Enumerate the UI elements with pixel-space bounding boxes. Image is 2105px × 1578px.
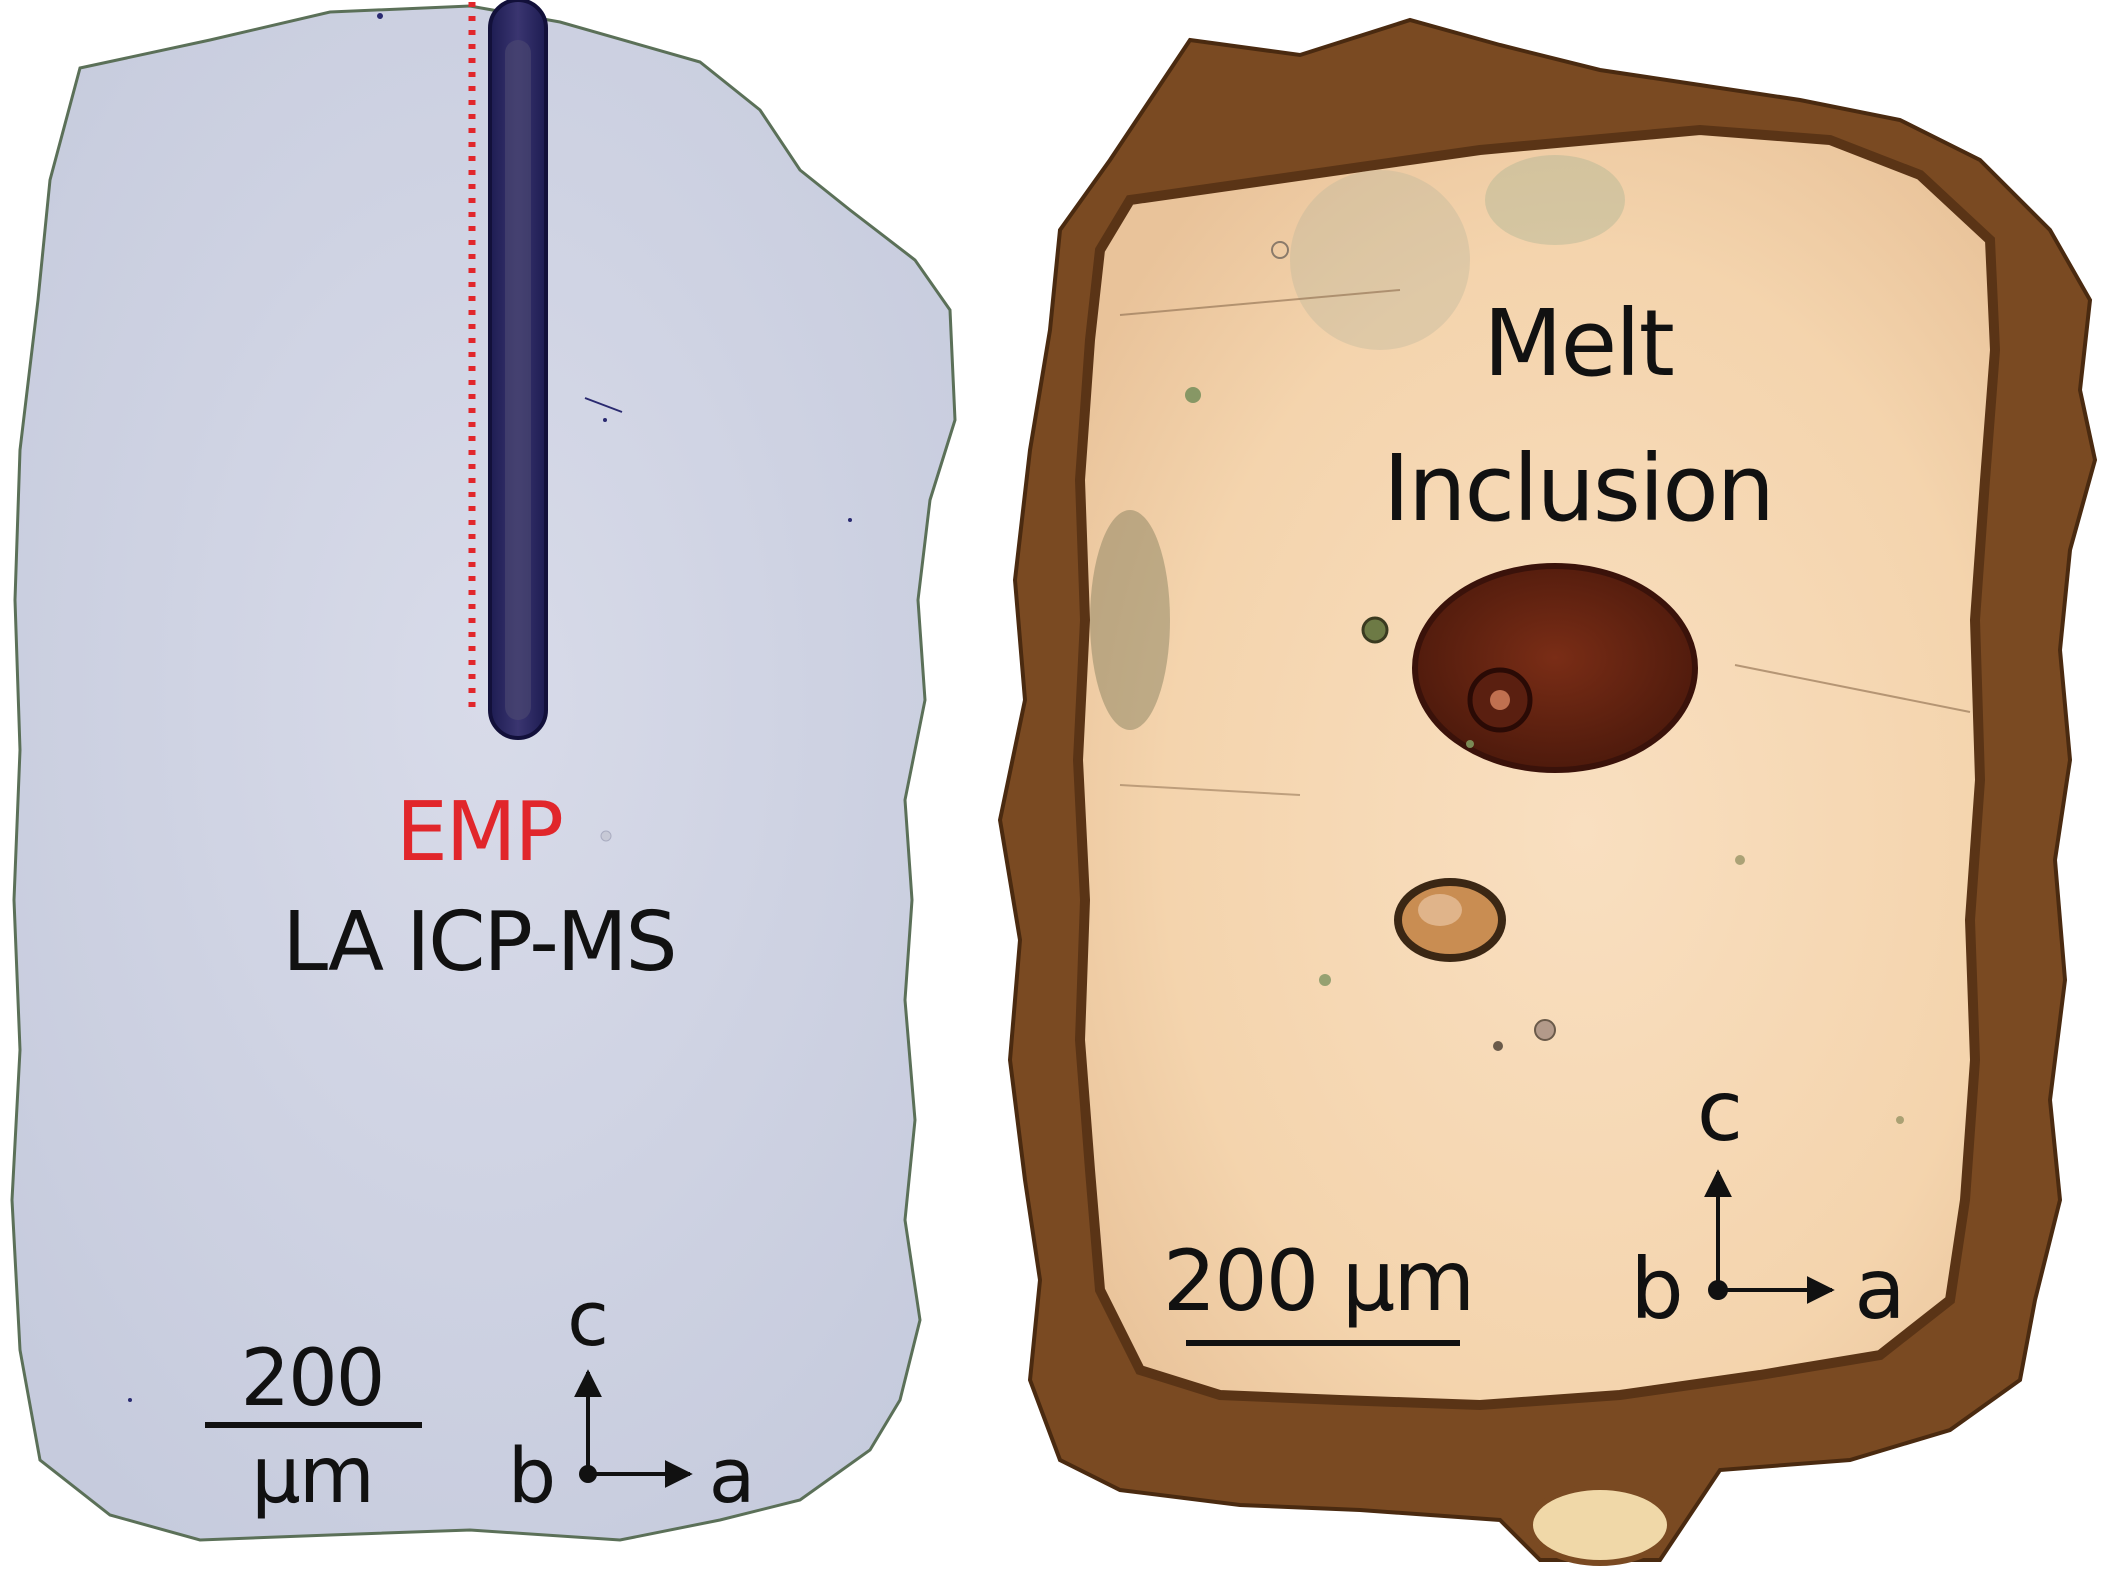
melt-inclusion — [1412, 563, 1698, 773]
melt-title-line1: Melt — [1483, 290, 1673, 397]
right-axis-origin — [1708, 1280, 1728, 1300]
right-orientation-axes: c b a — [1630, 1062, 1905, 1338]
la-icp-ms-label: LA ICP-MS — [282, 895, 675, 990]
left-axis-c: c — [567, 1274, 609, 1363]
left-axis-a: a — [709, 1431, 756, 1520]
left-scale-unit: µm — [251, 1431, 373, 1521]
right-axis-c: c — [1697, 1062, 1743, 1160]
laser-track-floor — [505, 40, 531, 720]
right-axis-a: a — [1854, 1240, 1905, 1338]
left-axis-origin — [579, 1465, 597, 1483]
emp-label: EMP — [396, 785, 562, 880]
right-scale-label: 200 µm — [1163, 1232, 1473, 1330]
right-axis-b: b — [1630, 1240, 1683, 1338]
melt-title-line2: Inclusion — [1383, 435, 1773, 542]
left-crystal-panel — [10, 0, 957, 1542]
left-orientation-axes: c b a — [508, 1274, 755, 1520]
right-crystal-panel — [997, 17, 2098, 1566]
left-crystal-shape — [10, 4, 957, 1542]
bottom-fragment — [1527, 1484, 1673, 1566]
left-scale-value: 200 — [241, 1334, 384, 1424]
left-axis-b: b — [508, 1431, 556, 1520]
